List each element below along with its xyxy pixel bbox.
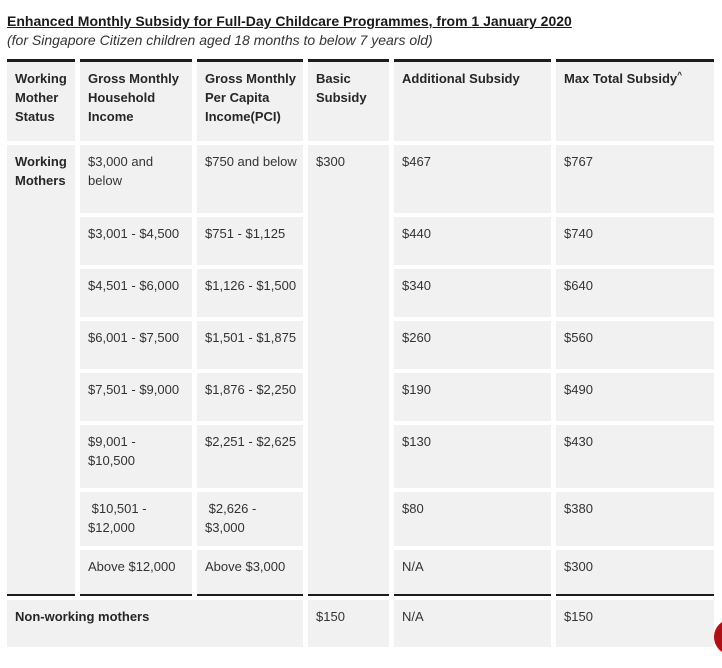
table-row-non-working: Non-working mothers $150 N/A $150	[7, 599, 714, 647]
cell-household-income: $9,001 - $10,500	[80, 425, 192, 488]
table-header-row: Working Mother Status Gross Monthly Hous…	[7, 59, 714, 141]
cell-additional-subsidy: $260	[394, 321, 551, 369]
cell-household-income: $6,001 - $7,500	[80, 321, 192, 369]
cell-max-total-subsidy: $640	[556, 269, 714, 317]
feedback-circle-button[interactable]	[714, 619, 722, 655]
cell-additional-subsidy: $440	[394, 217, 551, 265]
col-header-basic-subsidy: Basic Subsidy	[308, 59, 389, 141]
table-row: Above $12,000 Above $3,000 N/A $300	[7, 549, 714, 596]
cell-additional-subsidy: $340	[394, 269, 551, 317]
cell-household-income: Above $12,000	[80, 549, 192, 596]
cell-household-income: $4,501 - $6,000	[80, 269, 192, 317]
page-subtitle: (for Singapore Citizen children aged 18 …	[7, 32, 433, 48]
cell-max-total-subsidy: $767	[556, 145, 714, 213]
cell-max-total-subsidy: $300	[556, 549, 714, 596]
footnote-caret-marker: ^	[677, 69, 683, 80]
cell-additional-subsidy-non-working: N/A	[394, 599, 551, 647]
page-title: Enhanced Monthly Subsidy for Full-Day Ch…	[7, 13, 572, 29]
table-row: $9,001 - $10,500 $2,251 - $2,625 $130 $4…	[7, 425, 714, 488]
cell-pci: $750 and below	[197, 145, 303, 213]
cell-max-total-subsidy: $740	[556, 217, 714, 265]
cell-additional-subsidy: $80	[394, 492, 551, 546]
cell-working-mothers-status: Working Mothers	[7, 145, 75, 596]
col-header-additional-subsidy: Additional Subsidy	[394, 59, 551, 141]
cell-household-income: $10,501 - $12,000	[80, 492, 192, 546]
cell-additional-subsidy: N/A	[394, 549, 551, 596]
cell-pci: Above $3,000	[197, 549, 303, 596]
col-header-gross-household-income: Gross Monthly Household Income	[80, 59, 192, 141]
cell-pci: $1,126 - $1,500	[197, 269, 303, 317]
cell-max-total-subsidy: $380	[556, 492, 714, 546]
cell-additional-subsidy: $190	[394, 373, 551, 421]
cell-household-income: $3,001 - $4,500	[80, 217, 192, 265]
cell-max-total-subsidy-non-working: $150	[556, 599, 714, 647]
table-row: $6,001 - $7,500 $1,501 - $1,875 $260 $56…	[7, 321, 714, 369]
table-row: Working Mothers $3,000 and below $750 an…	[7, 145, 714, 596]
cell-max-total-subsidy: $560	[556, 321, 714, 369]
cell-non-working-mothers-label: Non-working mothers	[7, 599, 303, 647]
cell-basic-subsidy-non-working: $150	[308, 599, 389, 647]
cell-pci: $1,501 - $1,875	[197, 321, 303, 369]
table-row: $4,501 - $6,000 $1,126 - $1,500 $340 $64…	[7, 269, 714, 317]
cell-household-income: $7,501 - $9,000	[80, 373, 192, 421]
cell-pci: $1,876 - $2,250	[197, 373, 303, 421]
cell-additional-subsidy: $467	[394, 145, 551, 213]
cell-basic-subsidy-working: $300	[308, 145, 389, 596]
subsidy-table: Working Mother Status Gross Monthly Hous…	[2, 55, 719, 651]
cell-household-income: $3,000 and below	[80, 145, 192, 213]
table-row: $10,501 - $12,000 $2,626 - $3,000 $80 $3…	[7, 492, 714, 546]
table-row: $3,001 - $4,500 $751 - $1,125 $440 $740	[7, 217, 714, 265]
cell-pci: $751 - $1,125	[197, 217, 303, 265]
cell-pci: $2,251 - $2,625	[197, 425, 303, 488]
max-total-subsidy-label: Max Total Subsidy	[564, 71, 678, 86]
cell-max-total-subsidy: $490	[556, 373, 714, 421]
col-header-gross-per-capita-income: Gross Monthly Per Capita Income(PCI)	[197, 59, 303, 141]
col-header-working-mother-status: Working Mother Status	[7, 59, 75, 141]
cell-additional-subsidy: $130	[394, 425, 551, 488]
cell-max-total-subsidy: $430	[556, 425, 714, 488]
col-header-max-total-subsidy: Max Total Subsidy^	[556, 59, 714, 141]
table-row: $7,501 - $9,000 $1,876 - $2,250 $190 $49…	[7, 373, 714, 421]
cell-pci: $2,626 - $3,000	[197, 492, 303, 546]
